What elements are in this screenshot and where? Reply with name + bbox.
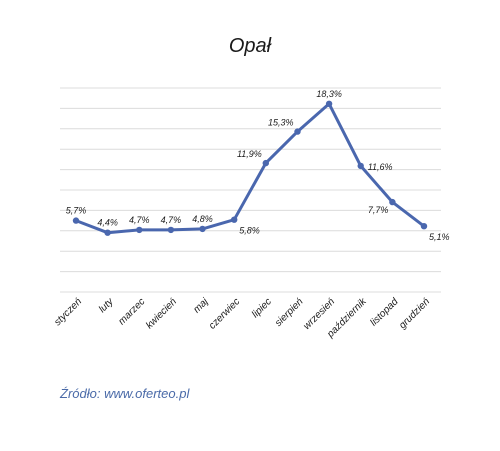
data-label-2: 4,4% (97, 218, 118, 228)
data-point-10 (357, 162, 364, 170)
x-tick-label-1: styczeń (52, 296, 84, 328)
series-line-group (75, 102, 425, 235)
x-tick-label-4: kwiecień (144, 296, 179, 331)
data-point-9 (325, 100, 333, 108)
x-tick-label-7: lipiec (250, 296, 274, 320)
x-tick-label-12: grudzień (397, 296, 432, 331)
data-point-11 (389, 198, 396, 206)
data-label-10: 11,6% (368, 162, 393, 172)
data-label-1: 5,7% (66, 206, 87, 216)
data-label-8: 15,3% (268, 118, 294, 128)
data-label-12: 5,1% (429, 232, 450, 242)
data-label-11: 7,7% (368, 205, 389, 215)
data-point-6 (231, 216, 238, 223)
data-label-6: 5,8% (239, 226, 260, 236)
data-label-3: 4,7% (129, 215, 150, 225)
data-point-8 (294, 128, 301, 135)
x-tick-label-5: maj (191, 296, 211, 316)
data-point-7 (262, 159, 269, 167)
x-tick-label-3: marzec (116, 296, 147, 327)
data-point-4 (167, 226, 175, 234)
x-tick-label-6: czerwiec (207, 296, 242, 331)
data-label-7: 11,9% (237, 149, 262, 159)
x-tick-label-11: listopad (368, 296, 400, 328)
series-line (75, 102, 425, 235)
chart-title: Opał (229, 35, 272, 57)
data-labels: 5,7% 4,4% 4,7% 4,7% 4,8% 5,8% 11,9% 15,3% 18,3% 1… (66, 89, 450, 242)
data-label-4: 4,7% (161, 215, 182, 225)
source-note: Źródło: www.oferteo.pl (60, 386, 190, 401)
x-tick-label-2: luty (97, 296, 116, 315)
data-point-3 (136, 226, 143, 234)
data-points (72, 100, 428, 236)
data-point-12 (420, 223, 428, 230)
data-point-2 (104, 229, 111, 236)
data-label-5: 4,8% (192, 214, 213, 224)
data-point-5 (199, 225, 206, 233)
data-point-1 (72, 217, 80, 224)
data-label-9: 18,3% (316, 89, 342, 99)
